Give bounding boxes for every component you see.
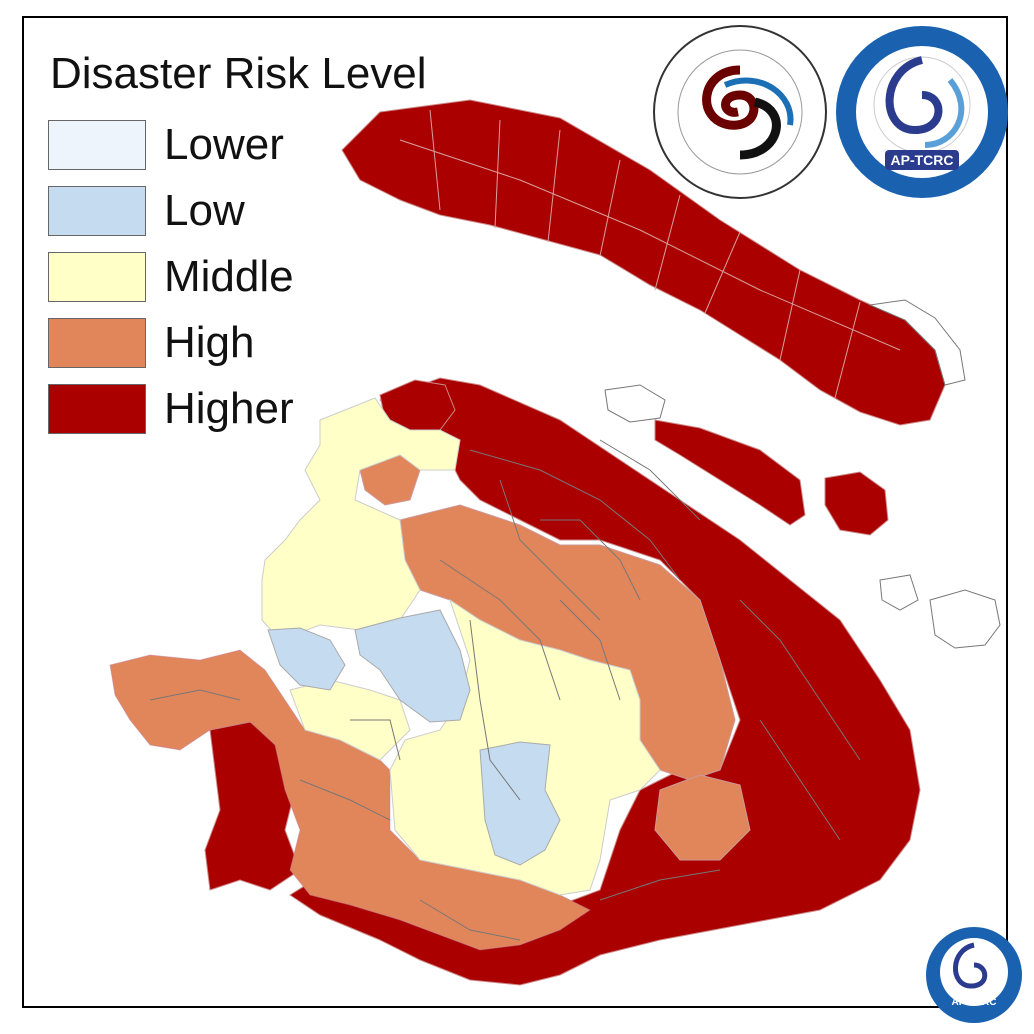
legend-label: Low: [164, 186, 245, 235]
aptcrc-logo: AP-TCRC: [836, 26, 1008, 198]
region-southeast-high: [654, 774, 751, 861]
region-northwest-middle: [261, 397, 461, 641]
legend-item-low: Low: [48, 178, 427, 244]
legend-label: Higher: [164, 384, 294, 433]
legend-label: High: [164, 318, 255, 367]
aptcrc-small-logo-text: AP-TCRC: [952, 997, 997, 1008]
region-island-outline-a: [604, 384, 666, 423]
region-island-outline-c: [929, 589, 1001, 649]
chongming-boundaries: [399, 109, 901, 399]
legend-item-high: High: [48, 310, 427, 376]
legend-item-higher: Higher: [48, 376, 427, 442]
region-chongming-island: [341, 99, 946, 426]
legend-swatch: [48, 384, 146, 434]
region-low-central: [354, 609, 471, 723]
aptcrc-logo-text: AP-TCRC: [891, 152, 954, 168]
region-east-coast-higher: [289, 377, 921, 986]
region-hengsha-island: [824, 471, 889, 536]
map-legend: Disaster Risk Level Lower Low Middle High Hi…: [48, 46, 427, 442]
legend-label: Lower: [164, 120, 284, 169]
sti-logo: [653, 25, 827, 199]
legend-swatch: [48, 120, 146, 170]
legend-swatch: [48, 318, 146, 368]
legend-label: Middle: [164, 252, 294, 301]
region-island-outline-b: [879, 574, 919, 611]
district-boundaries: [149, 439, 861, 941]
legend-title: Disaster Risk Level: [50, 49, 427, 98]
legend-item-middle: Middle: [48, 244, 427, 310]
aptcrc-small-logo: AP-TCRC: [926, 927, 1022, 1023]
legend-swatch: [48, 186, 146, 236]
legend-swatch: [48, 252, 146, 302]
legend-item-lower: Lower: [48, 112, 427, 178]
region-low-west: [267, 627, 346, 691]
region-changxing-island: [654, 419, 806, 526]
region-island-outline-d: [868, 299, 966, 386]
